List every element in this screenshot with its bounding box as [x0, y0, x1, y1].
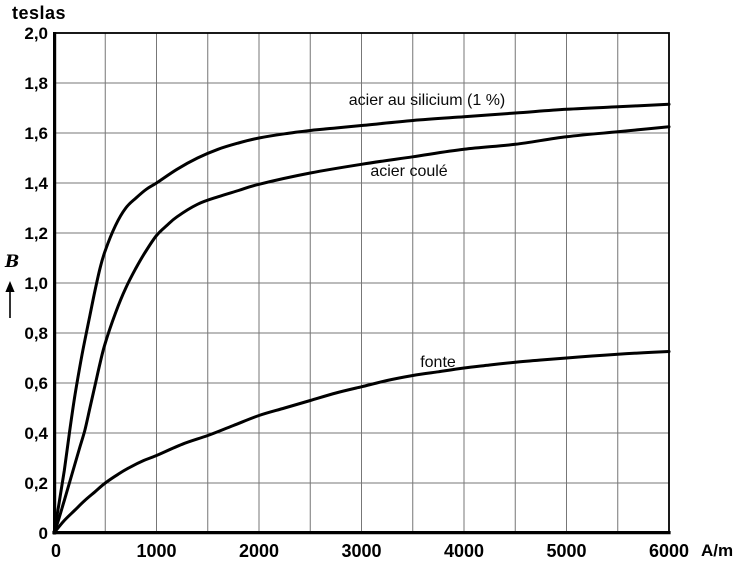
y-tick-label: 0,2 [24, 474, 48, 493]
curve-label-acier-au-silicium: acier au silicium (1 %) [348, 92, 506, 109]
curve-2 [52, 350, 671, 535]
x-axis-unit-label: A/m [701, 541, 734, 560]
x-tick-label: 3000 [341, 541, 381, 561]
y-tick-label: 1,0 [24, 274, 48, 293]
x-tick-label: 4000 [444, 541, 484, 561]
y-tick-label: 0,6 [24, 374, 48, 393]
curve-label-acier-coule: acier coulé [370, 163, 448, 180]
y-tick-label: 2,0 [24, 24, 48, 43]
x-tick-label: 1000 [136, 541, 176, 561]
y-tick-label: 1,4 [24, 174, 48, 193]
x-tick-label: 5000 [546, 541, 586, 561]
y-tick-label: 1,6 [24, 124, 48, 143]
y-axis-unit-label: teslas [12, 3, 67, 23]
x-tick-label: 0 [51, 541, 61, 561]
y-tick-label: 1,8 [24, 74, 48, 93]
y-tick-label: 0 [39, 524, 48, 543]
y-axis-symbol: B [5, 252, 20, 272]
y-tick-label: 0,4 [24, 424, 48, 443]
y-tick-label: 0,8 [24, 324, 48, 343]
curve-0 [52, 102, 671, 535]
curve-label-fonte: fonte [420, 354, 456, 371]
y-tick-label: 1,2 [24, 224, 48, 243]
up-arrow-icon [5, 281, 15, 318]
x-tick-label: 6000 [649, 541, 689, 561]
x-tick-label: 2000 [239, 541, 279, 561]
curve-1 [52, 125, 671, 535]
